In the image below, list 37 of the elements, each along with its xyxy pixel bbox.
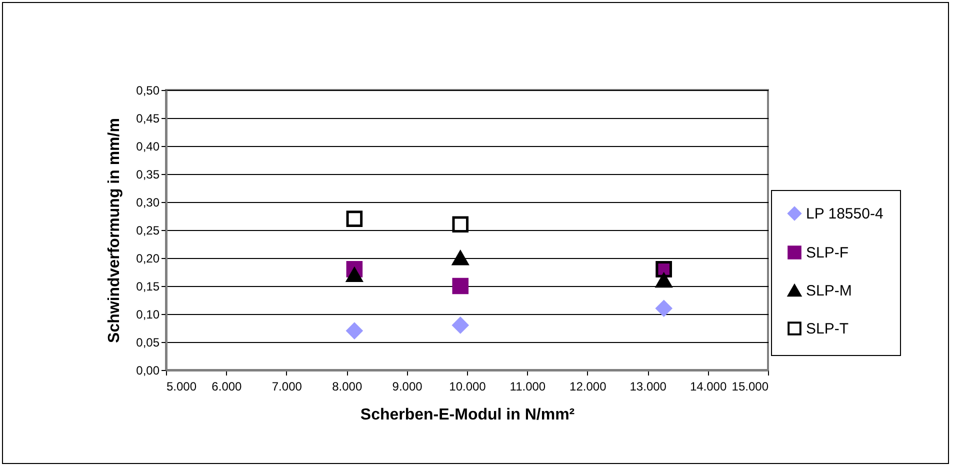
legend-label: SLP-T [806, 320, 849, 338]
point [346, 322, 363, 339]
point [346, 268, 363, 282]
x-tick-label: 15.000 [732, 380, 769, 394]
x-tick-label: 14.000 [690, 380, 727, 394]
legend-label: LP 18550-4 [806, 206, 884, 222]
point [452, 278, 469, 294]
x-tick-label: 8.000 [332, 380, 362, 394]
y-tick-label: 0,00 [136, 364, 160, 378]
y-axis-title: Schwindverformung in mm/m [106, 118, 124, 343]
point [656, 273, 672, 288]
point [346, 210, 363, 227]
x-tick-label: 12.000 [570, 380, 607, 394]
point [656, 300, 672, 317]
y-tick-label: 0,05 [136, 336, 160, 350]
x-tick-label: 11.000 [510, 380, 546, 394]
y-tick-label: 0,10 [136, 308, 160, 322]
y-tick-label: 0,50 [136, 84, 160, 98]
y-tick-label: 0,40 [136, 140, 160, 154]
legend-label: SLP-F [806, 244, 849, 262]
x-tick-label: 10.000 [449, 380, 486, 394]
y-tick-label: 0,30 [136, 196, 160, 210]
x-tick-label: 5.000 [166, 380, 197, 394]
x-tick-label: 7.000 [272, 380, 302, 394]
point [452, 250, 469, 266]
x-axis-title: Scherben-E-Modul in N/mm² [360, 406, 575, 424]
x-tick-label: 13.000 [630, 380, 667, 394]
x-tick-label: 6.000 [212, 380, 242, 394]
legend-label: SLP-M [806, 282, 852, 300]
y-tick-label: 0,45 [136, 112, 160, 126]
point [452, 317, 469, 334]
y-tick-label: 0,15 [136, 280, 160, 294]
point [452, 216, 469, 233]
y-tick-label: 0,25 [136, 224, 160, 238]
y-tick-label: 0,35 [136, 168, 160, 182]
x-tick-label: 9.000 [392, 380, 423, 394]
y-tick-label: 0,20 [136, 252, 160, 266]
